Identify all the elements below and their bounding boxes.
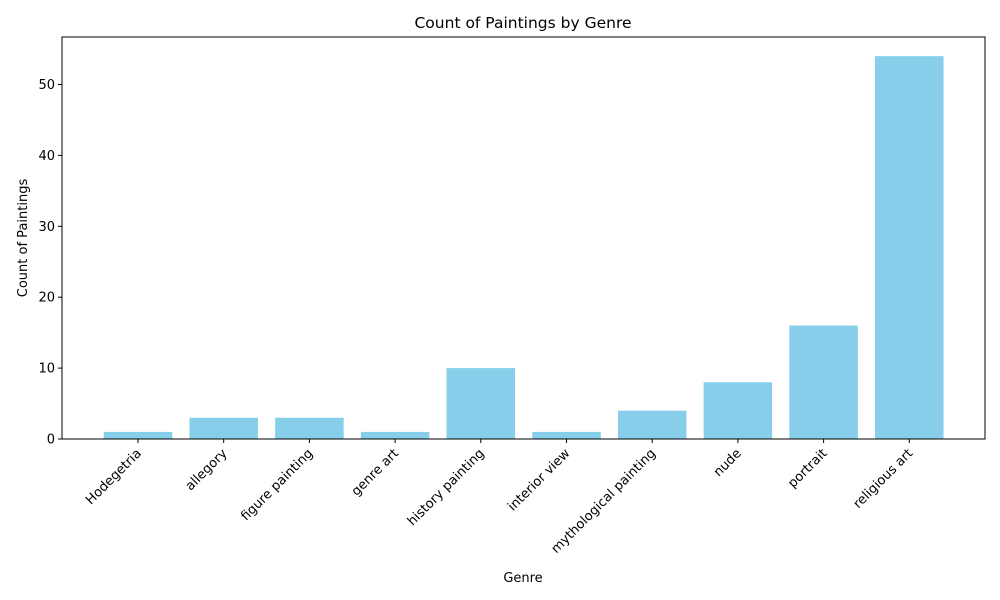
bar-religious-art — [875, 56, 944, 440]
y-axis-ticks: 0 10 20 30 40 50 — [38, 78, 62, 448]
y-axis-title: Count of Paintings — [16, 179, 31, 298]
x-tick-label: figure painting — [238, 446, 316, 524]
y-tick-label: 50 — [38, 78, 55, 93]
chart-title: Count of Paintings by Genre — [414, 14, 631, 32]
bar-allegory — [189, 417, 258, 439]
plot-area-frame — [61, 36, 986, 440]
y-tick-label: 30 — [38, 220, 55, 235]
bar-figure-painting — [275, 417, 344, 439]
x-tick-label: interior view — [505, 446, 573, 514]
x-axis-title: Genre — [503, 571, 542, 586]
y-tick-label: 20 — [38, 291, 55, 306]
bar-history-painting — [446, 368, 516, 439]
y-tick-label: 40 — [38, 149, 55, 164]
x-axis-ticks: Hodegetria allegory figure painting genre a… — [83, 439, 916, 557]
x-tick-label: genre art — [349, 446, 402, 499]
x-tick-label: religious art — [851, 446, 917, 512]
x-tick-label: portrait — [785, 446, 830, 491]
x-tick-label: history painting — [405, 446, 488, 529]
bar-nude — [703, 382, 773, 439]
bar-portrait — [789, 325, 858, 439]
x-tick-label: nude — [711, 446, 745, 480]
y-tick-label: 0 — [47, 433, 55, 448]
bar-mythological-painting — [617, 410, 687, 439]
bar-hodegetria — [103, 431, 173, 439]
bar-interior-view — [532, 431, 601, 439]
y-tick-label: 10 — [38, 362, 55, 377]
x-tick-label: Hodegetria — [83, 446, 145, 508]
bars-group — [103, 56, 944, 440]
bar-genre-art — [360, 431, 430, 439]
x-tick-label: allegory — [183, 446, 231, 494]
